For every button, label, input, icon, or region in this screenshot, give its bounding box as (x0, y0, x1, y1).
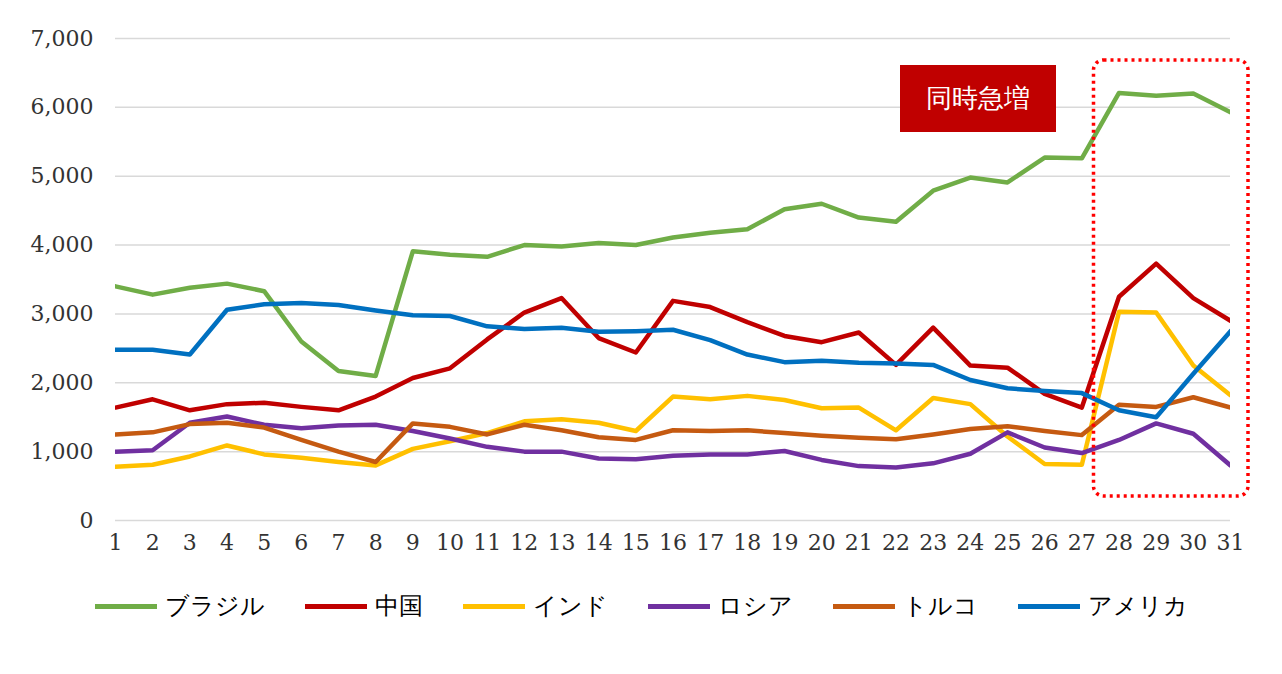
svg-text:25: 25 (994, 530, 1022, 555)
svg-text:8: 8 (369, 530, 383, 555)
svg-text:5: 5 (257, 530, 271, 555)
svg-text:10: 10 (436, 530, 464, 555)
svg-text:28: 28 (1105, 530, 1133, 555)
svg-text:31: 31 (1217, 530, 1245, 555)
svg-text:21: 21 (845, 530, 873, 555)
svg-text:6,000: 6,000 (31, 94, 94, 119)
svg-text:27: 27 (1068, 530, 1096, 555)
svg-text:16: 16 (659, 530, 687, 555)
html-text:中国: 中国 (374, 592, 423, 620)
svg-text:26: 26 (1031, 530, 1059, 555)
html-text:トルコ: トルコ (902, 592, 978, 620)
svg-text:4: 4 (220, 530, 234, 555)
html-text:ロシア: ロシア (717, 592, 793, 620)
html-text:アメリカ: アメリカ (1087, 592, 1188, 620)
svg-text:19: 19 (771, 530, 799, 555)
svg-text:3: 3 (183, 530, 197, 555)
html-text:ブラジル: ブラジル (164, 592, 265, 620)
svg-text:1,000: 1,000 (31, 439, 94, 464)
svg-text:11: 11 (473, 530, 501, 555)
svg-text:15: 15 (622, 530, 650, 555)
svg-text:29: 29 (1142, 530, 1170, 555)
svg-text:17: 17 (696, 530, 724, 555)
svg-text:14: 14 (585, 530, 613, 555)
svg-text:7: 7 (332, 530, 346, 555)
svg-text:3,000: 3,000 (31, 301, 94, 326)
html-text:インド: インド (532, 592, 608, 620)
svg-text:2,000: 2,000 (31, 370, 94, 395)
svg-text:22: 22 (882, 530, 910, 555)
svg-text:24: 24 (956, 530, 984, 555)
svg-text:4,000: 4,000 (31, 232, 94, 257)
svg-text:0: 0 (80, 508, 94, 533)
svg-text:23: 23 (919, 530, 947, 555)
svg-text:2: 2 (146, 530, 160, 555)
svg-text:9: 9 (406, 530, 420, 555)
svg-text:30: 30 (1179, 530, 1207, 555)
svg-text:1: 1 (109, 530, 123, 555)
html-text:同時急増: 同時急増 (925, 83, 1030, 113)
svg-text:20: 20 (808, 530, 836, 555)
svg-text:6: 6 (294, 530, 308, 555)
svg-text:7,000: 7,000 (31, 26, 94, 51)
svg-text:12: 12 (510, 530, 538, 555)
svg-text:18: 18 (733, 530, 761, 555)
svg-text:13: 13 (548, 530, 576, 555)
svg-text:5,000: 5,000 (31, 163, 94, 188)
